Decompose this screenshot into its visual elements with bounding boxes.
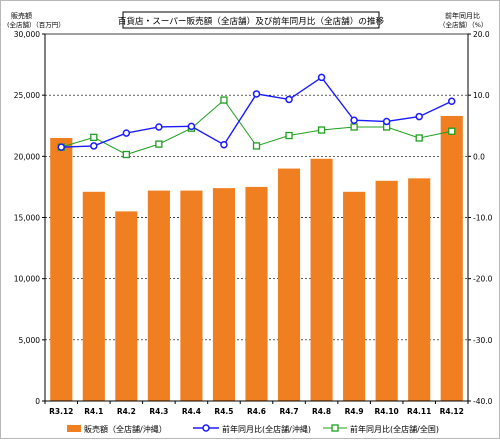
point-national [285,131,293,140]
legend: 販売額（全店舗/沖縄） 前年同月比(全店舗/沖縄) 前年同月比(全店舗/全国) [67,424,439,434]
right-tick-label: 10.0 [473,91,490,100]
point-okinawa [155,123,163,131]
plot-area: 0 5,000 10,000 15,000 20,000 25,000 30,000 -40.… [14,30,493,416]
point-national [350,123,358,131]
bar-R4.1 [82,191,105,401]
legend-bar-label: 販売額（全店舗/沖縄） [84,424,167,434]
left-tick-label: 5,000 [19,336,41,345]
right-tick-label: -10.0 [473,214,493,223]
bar-R4.12 [440,115,463,402]
left-tick-label: 10,000 [14,275,40,284]
bar-R4.8 [310,158,333,401]
point-national [90,133,98,142]
point-okinawa [285,95,293,104]
left-axis-label-line2: (全店舗）（百万円） [7,20,65,29]
point-okinawa [57,143,66,151]
left-axis-label-line1: 販売額 [11,11,32,20]
point-okinawa [90,142,98,150]
x-tick-label: R4.2 [117,407,136,416]
point-okinawa [447,97,456,106]
chart-title: 百貨店・スーパー販売額（全店舗）及び前年同月比（全店舗）の推移 [118,15,385,27]
right-axis-label-line1: 前年同月比 [445,11,480,20]
point-okinawa [382,117,391,126]
x-tick-label: R4.12 [440,407,464,416]
legend-national-label: 前年同月比(全店舗/全国) [350,424,439,434]
left-tick-label: 20,000 [14,152,40,161]
point-okinawa [415,112,423,121]
point-okinawa [187,122,196,131]
bar-R4.6 [245,186,268,401]
right-tick-label: -30.0 [473,336,493,345]
point-national [448,127,456,135]
point-national [220,96,228,104]
bar-R4.7 [277,168,301,401]
bar-R4.2 [115,211,138,401]
legend-bar-swatch [67,425,81,432]
right-tick-label: -20.0 [473,275,493,284]
x-tick-label: R3.12 [49,407,73,416]
left-tick-label: 30,000 [14,30,40,39]
bar-R4.10 [375,180,398,401]
right-tick-label: 0.0 [473,152,485,161]
point-okinawa [317,73,326,82]
x-tick-label: R4.7 [280,407,299,416]
title-box [122,11,380,29]
point-okinawa [122,129,131,137]
x-tick-label: R4.6 [247,407,266,416]
x-tick-label: R4.9 [345,407,364,416]
point-okinawa [350,116,358,124]
bar-R4.11 [408,178,431,401]
bar-R4.5 [212,188,236,401]
point-okinawa [220,140,228,149]
point-national [122,150,130,159]
legend-national-marker [331,424,339,432]
left-tick-label: 15,000 [14,214,40,223]
legend-okinawa-marker [202,424,210,432]
left-tick-label: 25,000 [14,91,40,100]
legend-okinawa-label: 前年同月比(全店舗/沖縄) [222,424,311,434]
point-national [317,126,326,134]
bar-R4.9 [343,191,366,401]
point-national [155,140,163,148]
x-tick-label: R4.10 [375,407,399,416]
bar-R3.12 [50,137,73,401]
x-tick-label: R4.8 [312,407,331,416]
x-tick-label: R4.1 [84,407,103,416]
left-tick-label: 0 [35,397,40,406]
point-national [252,142,261,150]
point-national [415,134,423,142]
right-tick-label: -40.0 [473,397,493,406]
x-tick-label: R4.3 [149,407,168,416]
x-tick-label: R4.4 [182,407,201,416]
right-axis-label-line2: （全店舗）（%） [439,20,487,29]
bar-R4.4 [180,190,203,401]
right-tick-label: 20.0 [473,30,490,39]
point-okinawa [252,90,261,98]
bar-R4.3 [147,190,170,401]
x-tick-label: R4.5 [214,407,233,416]
x-tick-label: R4.11 [407,407,431,416]
